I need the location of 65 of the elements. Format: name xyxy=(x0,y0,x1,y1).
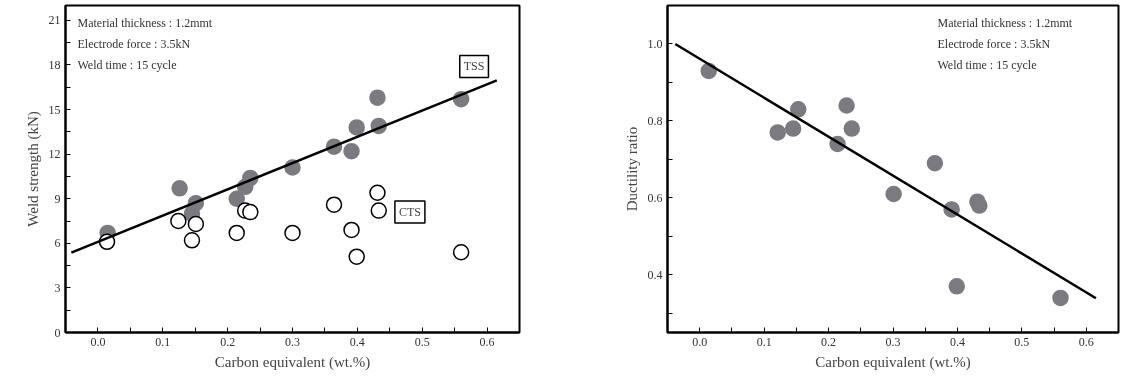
y-tick-label: 1.0 xyxy=(647,36,663,51)
x-tick-label: 0.5 xyxy=(414,334,430,349)
x-tick-label: 0.6 xyxy=(1078,334,1094,349)
annotation: Weld time : 15 cycle xyxy=(937,57,1037,72)
annotation: Material thickness : 1.2mmt xyxy=(77,15,213,30)
point xyxy=(948,278,966,295)
point xyxy=(369,89,386,106)
point xyxy=(885,185,902,203)
series-label: TSS xyxy=(463,59,485,74)
point xyxy=(790,101,807,118)
point xyxy=(242,203,259,221)
point xyxy=(1052,289,1069,307)
x-tick-label: 0.0 xyxy=(90,334,106,349)
x-tick-label: 0.6 xyxy=(479,334,495,349)
point xyxy=(926,154,944,172)
y-tick-label: 0.6 xyxy=(647,190,663,205)
y-axis-title: Ductility ratio xyxy=(623,126,640,212)
x-tick-label: 0.2 xyxy=(220,334,236,349)
series-label: CTS xyxy=(398,205,421,220)
point xyxy=(170,212,187,230)
y-tick-label: 6 xyxy=(54,236,61,251)
point xyxy=(843,120,861,137)
x-tick-label: 0.2 xyxy=(821,334,837,349)
y-tick-label: 0.8 xyxy=(647,113,663,128)
point xyxy=(187,215,205,233)
x-tick-label: 0.3 xyxy=(285,334,300,349)
point xyxy=(228,224,245,242)
x-tick-label: 0.1 xyxy=(756,334,772,349)
annotation: Electrode force : 3.5kN xyxy=(77,36,191,51)
x-axis-title: Carbon equivalent (wt.%) xyxy=(214,353,371,371)
annotation: Weld time : 15 cycle xyxy=(77,57,177,72)
x-tick-label: 0.5 xyxy=(1014,334,1030,349)
x-tick-label: 0.4 xyxy=(349,334,365,349)
annotation: Electrode force : 3.5kN xyxy=(937,36,1051,51)
y-tick-label: 18 xyxy=(48,57,61,72)
point xyxy=(348,248,365,265)
x-axis-title: Carbon equivalent (wt.%) xyxy=(815,353,971,371)
point xyxy=(348,119,365,136)
y-tick-label: 12 xyxy=(48,147,61,162)
x-tick-label: 0.1 xyxy=(155,334,171,349)
point xyxy=(971,197,988,214)
y-tick-label: 0.4 xyxy=(647,267,663,282)
y-tick-label: 21 xyxy=(48,13,61,28)
point xyxy=(769,124,786,141)
x-tick-label: 0.4 xyxy=(949,334,965,349)
point xyxy=(183,232,201,249)
x-tick-label: 0.0 xyxy=(692,334,708,349)
point xyxy=(343,142,360,160)
point xyxy=(838,97,855,114)
point xyxy=(452,244,470,261)
annotation: Material thickness : 1.2mmt xyxy=(937,15,1073,30)
point xyxy=(228,190,245,207)
point xyxy=(171,180,188,197)
y-tick-label: 0 xyxy=(54,325,61,340)
x-tick-label: 0.3 xyxy=(885,334,901,349)
point xyxy=(369,184,386,202)
point xyxy=(370,202,388,219)
point xyxy=(343,221,360,239)
y-tick-label: 9 xyxy=(54,191,61,206)
point xyxy=(284,224,301,242)
point xyxy=(325,196,343,213)
y-axis-title: Weld strength (kN) xyxy=(24,111,42,227)
point xyxy=(784,120,802,137)
y-tick-label: 15 xyxy=(48,102,61,117)
y-tick-label: 3 xyxy=(54,280,61,295)
